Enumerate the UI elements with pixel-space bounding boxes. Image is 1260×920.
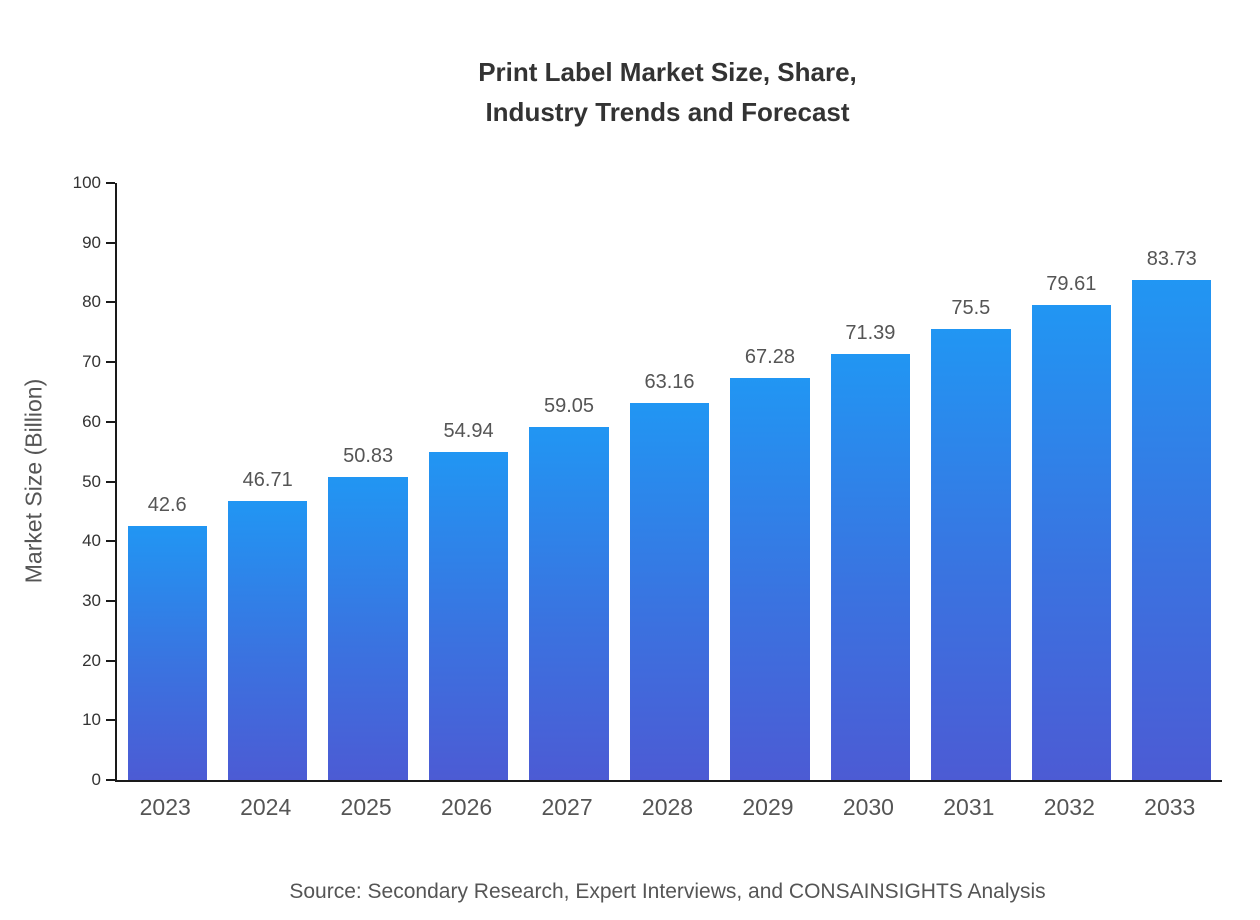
y-tick-label: 80: [82, 292, 101, 312]
x-tick-label: 2026: [441, 794, 493, 820]
bar-group: 46.71: [217, 183, 317, 780]
y-tick-mark: [106, 301, 115, 304]
x-tick-label: 2030: [842, 794, 894, 820]
bar: [1031, 304, 1111, 780]
y-tick-label: 100: [72, 173, 101, 192]
bar-group: 54.94: [418, 183, 518, 780]
bar-group: 63.16: [619, 183, 719, 780]
x-tick-label: 2023: [139, 794, 191, 820]
y-tick-label: 20: [82, 650, 101, 670]
bar: [328, 476, 408, 780]
y-tick-mark: [106, 182, 115, 184]
x-tick-label: 2027: [541, 794, 593, 820]
bar-value-label: 71.39: [845, 321, 896, 344]
bar: [730, 378, 810, 780]
bar: [228, 501, 308, 780]
bar-value-label: 50.83: [343, 444, 394, 467]
y-tick-mark: [106, 420, 115, 423]
y-tick-label: 90: [82, 232, 101, 252]
y-tick-mark: [106, 599, 115, 602]
bar-group: 71.39: [820, 183, 920, 780]
y-tick-label: 60: [82, 411, 101, 431]
bar-value-label: 67.28: [744, 346, 795, 369]
bar-value-label: 46.71: [242, 469, 293, 492]
source-text: Source: Secondary Research, Expert Inter…: [289, 880, 1046, 903]
x-tick-label: 2025: [340, 794, 392, 820]
bars-area: 42.6 46.71 50.83 54.94 59.05 63.16 67.28 71.39 7…: [117, 183, 1222, 780]
bar-group: 50.83: [318, 183, 418, 780]
x-tick-label: 2028: [641, 794, 694, 820]
x-tick-label: 2029: [742, 794, 794, 820]
bar-group: 59.05: [519, 183, 619, 780]
bar-value-label: 75.5: [951, 297, 991, 320]
chart-title-line2: Industry Trends and Forecast: [485, 97, 850, 127]
bar-value-label: 79.61: [1046, 272, 1097, 295]
bar-group: 67.28: [720, 183, 820, 780]
x-axis-labels: 2023 2024 2025 2026 2027 2028 2029 2030 2031 2032…: [115, 794, 1220, 821]
y-tick-label: 50: [82, 471, 101, 491]
y-tick-mark: [106, 719, 115, 722]
y-tick-mark: [106, 241, 115, 244]
chart-title-line1: Print Label Market Size, Share,: [478, 57, 857, 87]
y-tick-label: 40: [82, 531, 101, 551]
bar: [428, 452, 509, 780]
bar: [830, 353, 911, 780]
y-tick-mark: [106, 361, 115, 364]
x-tick-label: 2031: [943, 794, 995, 820]
y-tick-mark: [106, 480, 115, 483]
y-tick-mark: [106, 659, 115, 662]
bar: [629, 402, 710, 780]
bar-value-label: 63.16: [644, 370, 695, 393]
y-tick-label: 30: [82, 590, 101, 610]
x-tick-label: 2033: [1144, 794, 1196, 820]
chart-title: Print Label Market Size, Share, Industry…: [115, 52, 1220, 132]
y-tick-mark: [106, 540, 115, 543]
y-tick-label: 70: [82, 352, 101, 372]
bar: [931, 329, 1011, 780]
bar: [127, 525, 207, 780]
bar: [529, 427, 609, 780]
bar-value-label: 42.6: [147, 493, 187, 516]
bar: [1132, 280, 1212, 780]
bar-group: 79.61: [1021, 183, 1121, 780]
bar-value-label: 59.05: [544, 395, 595, 418]
bar-group: 75.5: [921, 183, 1021, 780]
bar-group: 83.73: [1122, 183, 1222, 780]
y-tick-mark: [106, 779, 115, 781]
x-tick-label: 2024: [240, 794, 292, 820]
bar-value-label: 54.94: [443, 420, 494, 443]
bar-value-label: 83.73: [1146, 248, 1197, 271]
y-tick-label: 10: [82, 710, 101, 730]
plot-area: 0 10 20 30 40 50 60 70 80 90 100 42.6 46.71 50.83 54.…: [73, 173, 1222, 789]
x-tick-label: 2032: [1043, 794, 1095, 820]
bar-group: 42.6: [117, 183, 217, 780]
y-tick-label: 0: [91, 770, 101, 789]
